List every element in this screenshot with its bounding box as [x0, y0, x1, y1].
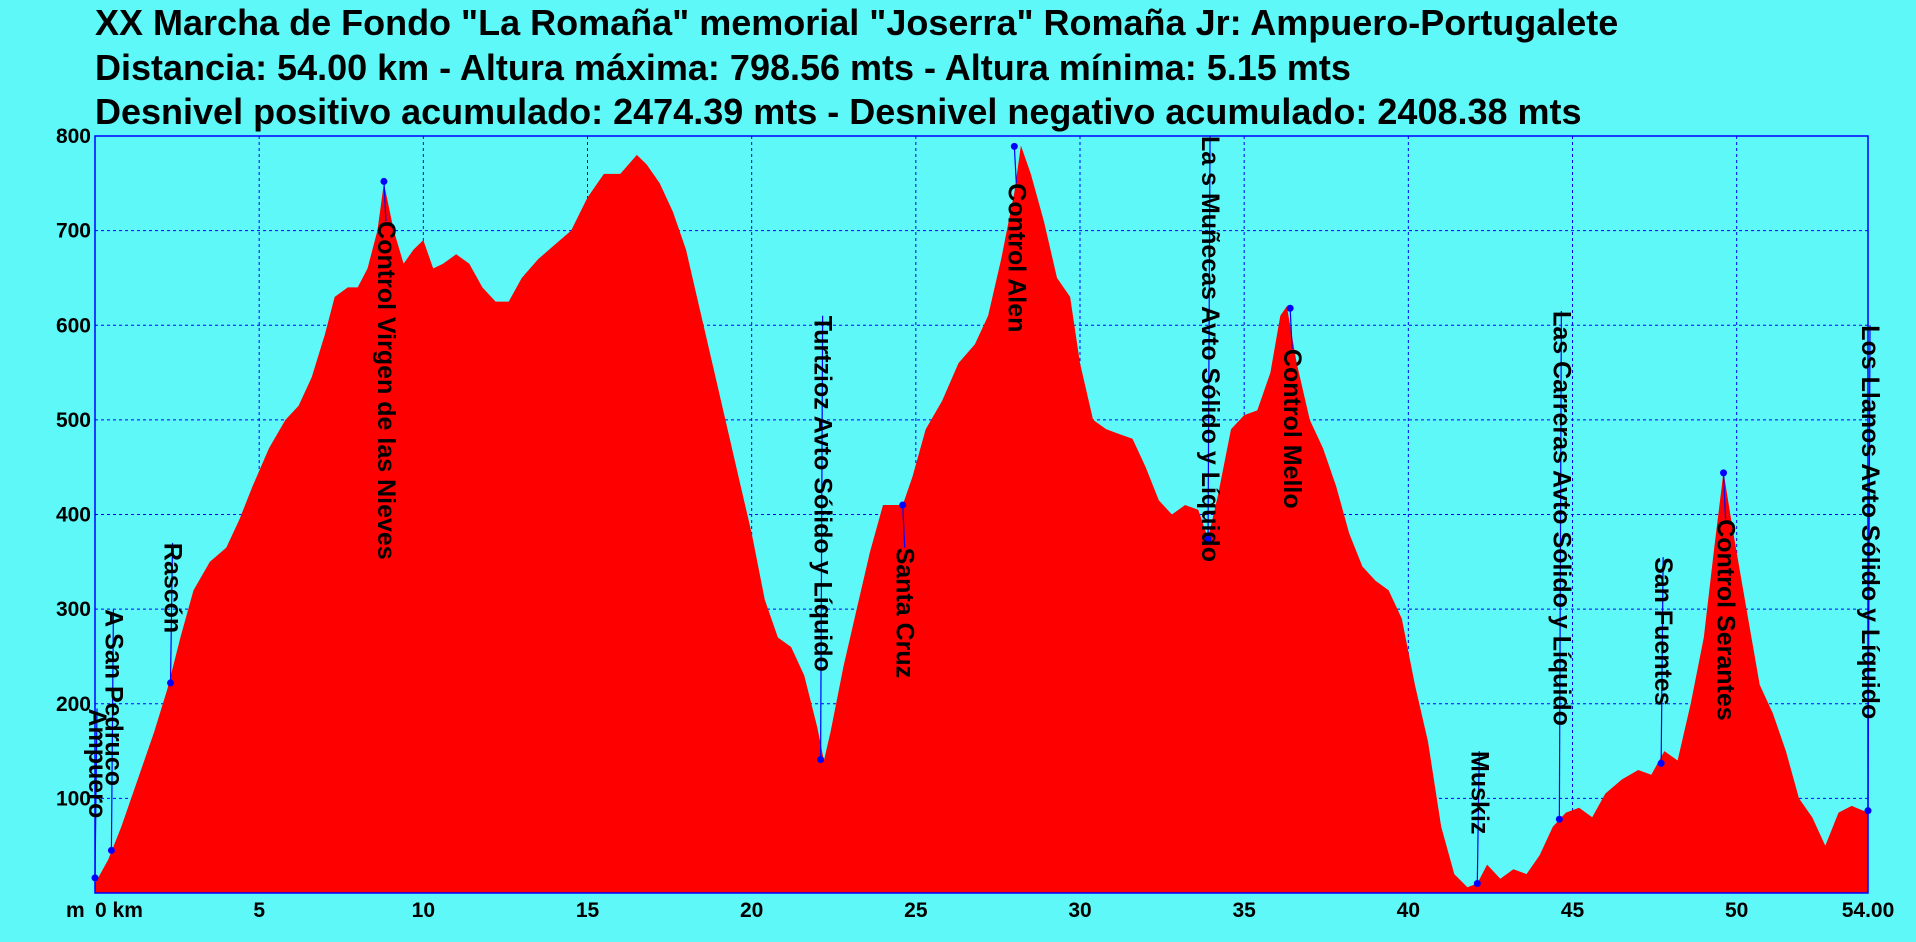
waypoint-marker-7 [1204, 535, 1212, 543]
waypoint-leader-10 [1558, 311, 1562, 820]
chart-title-line-3: Desnivel positivo acumulado: 2474.39 mts… [95, 91, 1582, 132]
waypoint-leader-3 [383, 181, 387, 222]
y-tick-label-5: 600 [56, 314, 91, 337]
waypoint-label-3: Control Virgen de las Nieves [372, 221, 400, 560]
waypoint-marker-1 [107, 846, 115, 854]
x-tick-label-9: 45 [1561, 899, 1585, 922]
x-tick-label-10: 50 [1725, 899, 1748, 922]
y-tick-label-4: 500 [56, 409, 91, 432]
waypoint-marker-3 [380, 177, 388, 185]
y-tick-label-6: 700 [56, 220, 91, 243]
waypoint-label-8: Control Mello [1278, 349, 1306, 509]
y-unit-label: m [66, 899, 85, 922]
waypoint-label-11: San Fuentes [1649, 557, 1677, 706]
waypoint-leader-11 [1660, 557, 1664, 764]
x-tick-label-3: 15 [576, 899, 600, 922]
waypoint-marker-2 [167, 679, 175, 687]
waypoint-label-12: Control Serantes [1712, 519, 1740, 720]
y-tick-label-0: 100 [56, 787, 91, 810]
x-tick-label-0: 0 km [95, 899, 143, 922]
waypoint-marker-4 [817, 756, 825, 764]
waypoint-marker-8 [1286, 304, 1294, 312]
chart-title-line-2: Distancia: 54.00 km - Altura máxima: 798… [95, 47, 1351, 88]
waypoint-marker-13 [1864, 807, 1872, 815]
waypoint-marker-11 [1657, 759, 1665, 767]
waypoint-label-9: Muskiz [1465, 751, 1493, 834]
waypoint-marker-10 [1555, 815, 1563, 823]
waypoint-marker-6 [1010, 142, 1018, 150]
x-tick-label-7: 35 [1232, 899, 1256, 922]
plot-frame [94, 135, 1869, 894]
waypoint-leader-6 [1013, 146, 1017, 184]
waypoint-label-0: Ampuero [83, 708, 111, 818]
waypoint-leader-9 [1476, 751, 1480, 884]
waypoint-label-7: La s Muñecas Avto Sólido y Líquido [1196, 136, 1224, 562]
x-tick-label-8: 40 [1397, 899, 1420, 922]
x-tick-label-6: 30 [1068, 899, 1091, 922]
waypoint-label-1: A San Pedruco [99, 609, 127, 786]
y-tick-label-3: 400 [56, 504, 91, 527]
waypoint-leader-0 [94, 708, 98, 878]
y-tick-label-7: 800 [56, 125, 91, 148]
waypoint-leader-2 [169, 542, 174, 683]
y-tick-label-2: 300 [56, 598, 91, 621]
x-tick-label-1: 5 [253, 899, 265, 922]
y-tick-label-1: 200 [56, 693, 91, 716]
chart-title-line-1: XX Marcha de Fondo "La Romaña" memorial … [95, 2, 1619, 43]
waypoint-leader-12 [1722, 472, 1727, 520]
tick-layer: 0 km 5 10 15 20 25 30 35 40 45 50 54.00 100 200 300 400… [56, 125, 1894, 922]
x-tick-label-2: 10 [412, 899, 435, 922]
waypoint-label-4: Turtzioz Avto Sólido y Líquido [809, 316, 837, 672]
waypoint-marker-12 [1720, 469, 1728, 477]
waypoint-leader-13 [1867, 325, 1871, 811]
x-tick-label-4: 20 [740, 899, 763, 922]
waypoint-marker-0 [91, 874, 99, 882]
waypoint-leader-1 [110, 609, 115, 851]
waypoint-leader-8 [1289, 308, 1293, 349]
waypoint-label-2: Rascón [159, 543, 187, 633]
waypoint-leader-4 [820, 315, 824, 760]
waypoint-label-5: Santa Cruz [891, 548, 919, 679]
waypoint-label-6: Control Alen [1002, 183, 1030, 332]
x-tick-label-11: 54.00 [1842, 899, 1895, 922]
x-tick-label-5: 25 [904, 899, 928, 922]
waypoint-marker-5 [899, 501, 907, 509]
waypoint-marker-9 [1473, 880, 1481, 888]
waypoint-label-10: Las Carreras Avto Sólido y Líquido [1547, 311, 1575, 726]
waypoint-leader-5 [902, 505, 906, 548]
elevation-profile-area [95, 145, 1868, 893]
waypoint-label-13: Los Llanos Avto Sólido y Líquido [1856, 325, 1884, 719]
waypoint-leader-7 [1207, 135, 1211, 540]
